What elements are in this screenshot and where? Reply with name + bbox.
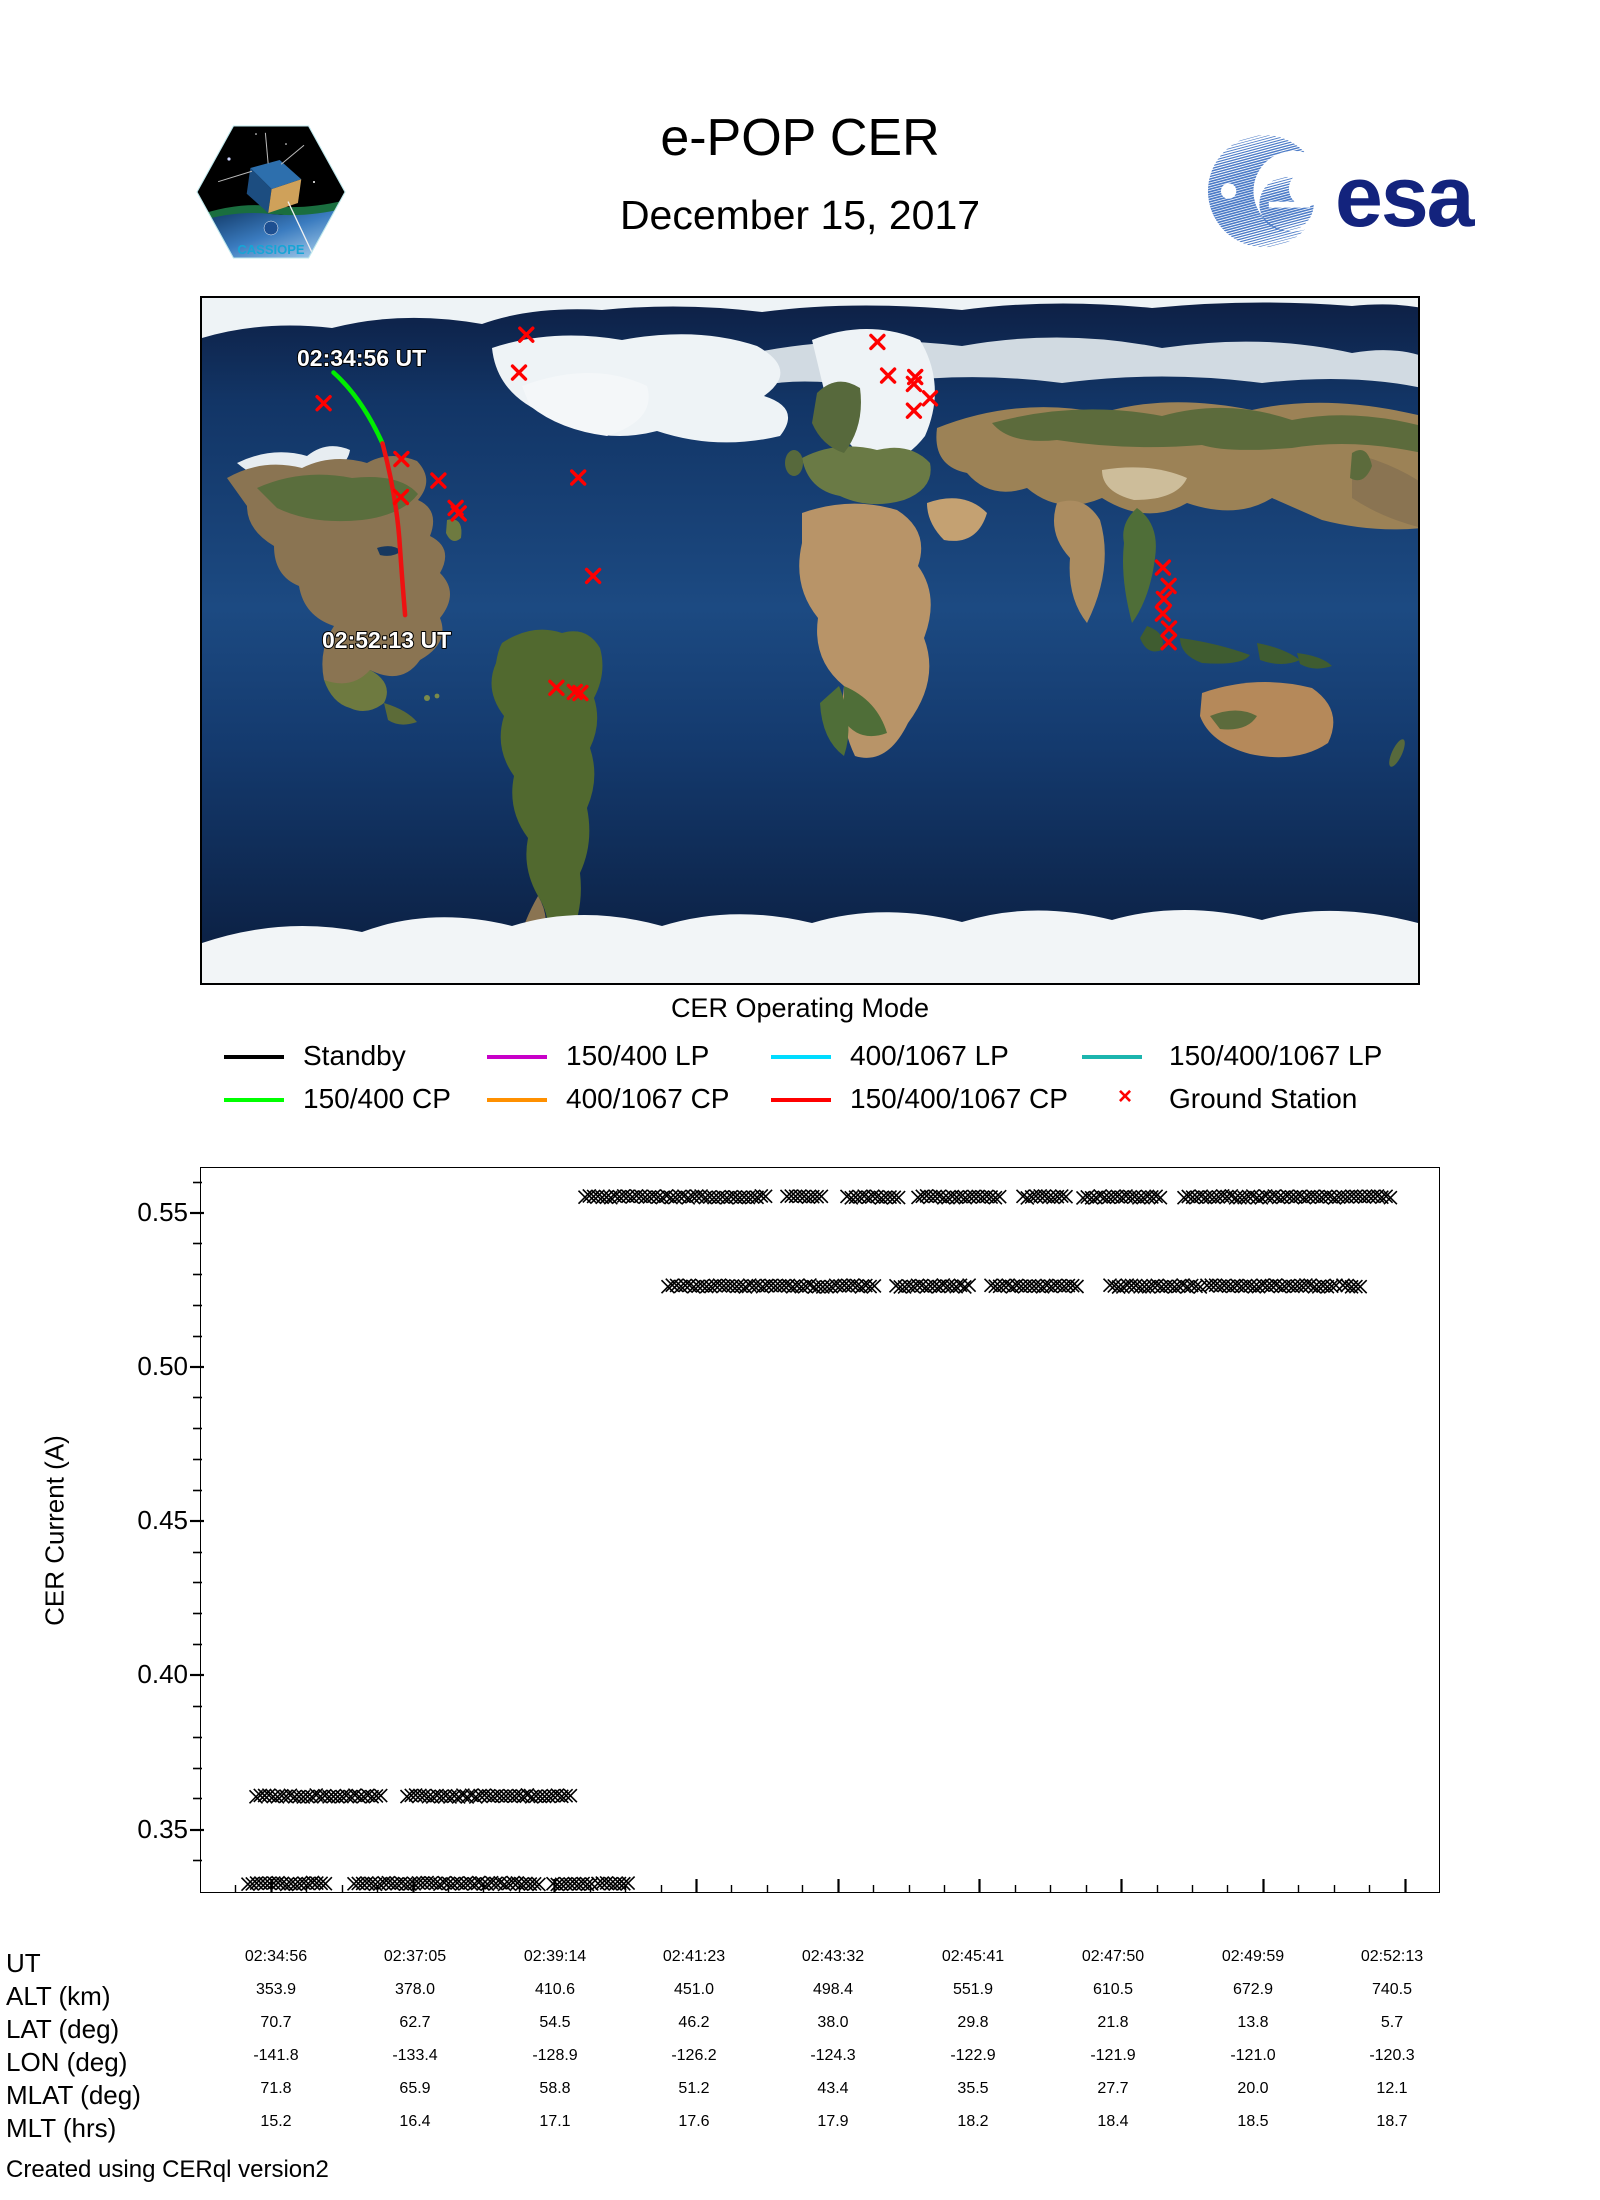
svg-text:02:52:13 UT: 02:52:13 UT <box>322 627 451 653</box>
svg-text:CASSIOPE: CASSIOPE <box>237 242 305 257</box>
svg-text:02:34:56 UT: 02:34:56 UT <box>297 345 426 371</box>
